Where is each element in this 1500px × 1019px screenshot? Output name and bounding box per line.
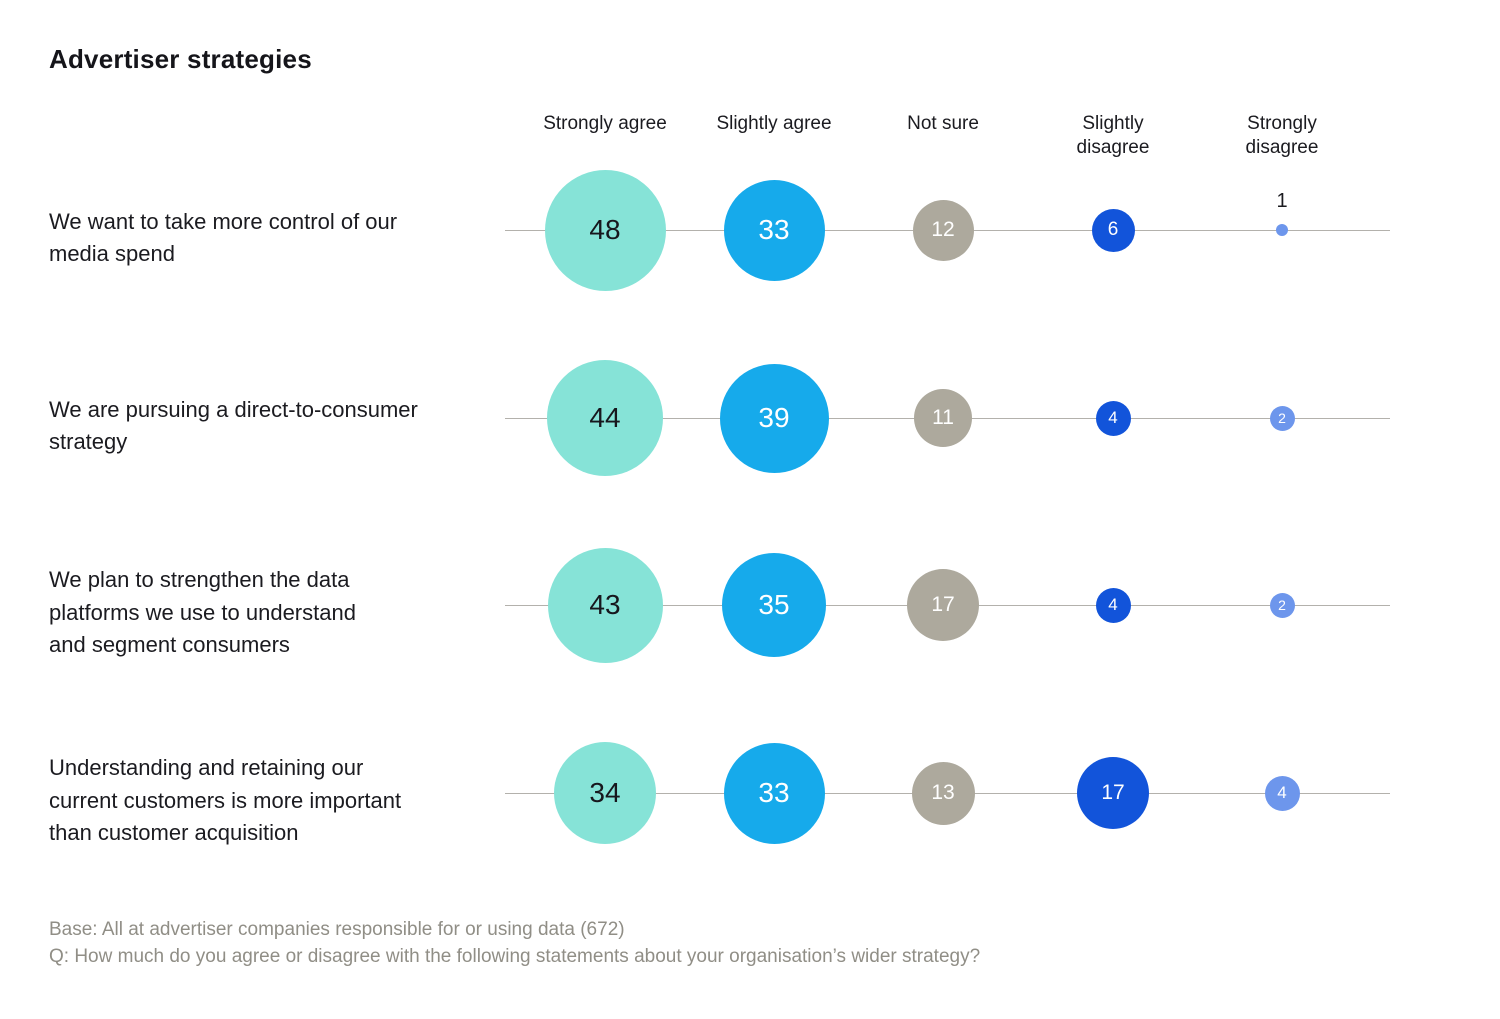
bubble-not-sure: 13 <box>911 761 975 825</box>
bubble-slightly-agree: 39 <box>719 363 829 473</box>
row-label: Understanding and retaining our current … <box>49 736 519 866</box>
column-header-slightly-disagree: Slightly disagree <box>1076 113 1150 158</box>
column-header-not-sure: Not sure <box>907 113 979 134</box>
column-header-strongly-agree: Strongly agree <box>543 113 667 134</box>
row-label: We want to take more control of our medi… <box>49 173 519 303</box>
bubble-strongly-disagree: 2 <box>1269 405 1295 431</box>
bubble-slightly-disagree: 17 <box>1077 757 1149 829</box>
bubble-slightly-disagree: 6 <box>1091 208 1135 252</box>
column-header-strongly-disagree: Strongly disagree <box>1245 113 1319 158</box>
bubble-strongly-agree: 48 <box>544 169 666 291</box>
bubble-strongly-agree: 34 <box>554 742 656 844</box>
bubble-slightly-agree: 33 <box>723 179 825 281</box>
bubble-slightly-disagree: 4 <box>1095 587 1131 623</box>
chart-footnote: Base: All at advertiser companies respon… <box>49 916 980 970</box>
column-header-slightly-agree: Slightly agree <box>716 113 832 134</box>
footnote-base: Base: All at advertiser companies respon… <box>49 919 625 940</box>
row-label-text: We are pursuing a direct-to-consumer str… <box>49 396 418 455</box>
bubble-strongly-agree: 44 <box>547 360 663 476</box>
bubble-strongly-disagree: 2 <box>1269 592 1295 618</box>
row-label-text: We want to take more control of our medi… <box>49 208 398 267</box>
row-label-text: We plan to strengthen the data platforms… <box>49 567 356 658</box>
bubble-not-sure: 17 <box>907 569 979 641</box>
bubble-slightly-agree: 35 <box>722 553 826 657</box>
bubble-strongly-agree: 43 <box>547 547 663 663</box>
bubble-not-sure: 11 <box>914 389 972 447</box>
chart-title: Advertiser strategies <box>49 44 312 74</box>
bubble-strongly-disagree: 4 <box>1264 775 1300 811</box>
bubble-slightly-agree: 33 <box>723 742 825 844</box>
bubble-value-label: 1 <box>1276 190 1288 212</box>
row-label-text: Understanding and retaining our current … <box>49 755 402 846</box>
row-label: We are pursuing a direct-to-consumer str… <box>49 361 519 491</box>
bubble-slightly-disagree: 4 <box>1095 400 1131 436</box>
bubble-not-sure: 12 <box>912 199 974 261</box>
footnote-question: Q: How much do you agree or disagree wit… <box>49 946 981 967</box>
bubble-strongly-disagree <box>1276 224 1288 236</box>
row-label: We plan to strengthen the data platforms… <box>49 548 519 678</box>
